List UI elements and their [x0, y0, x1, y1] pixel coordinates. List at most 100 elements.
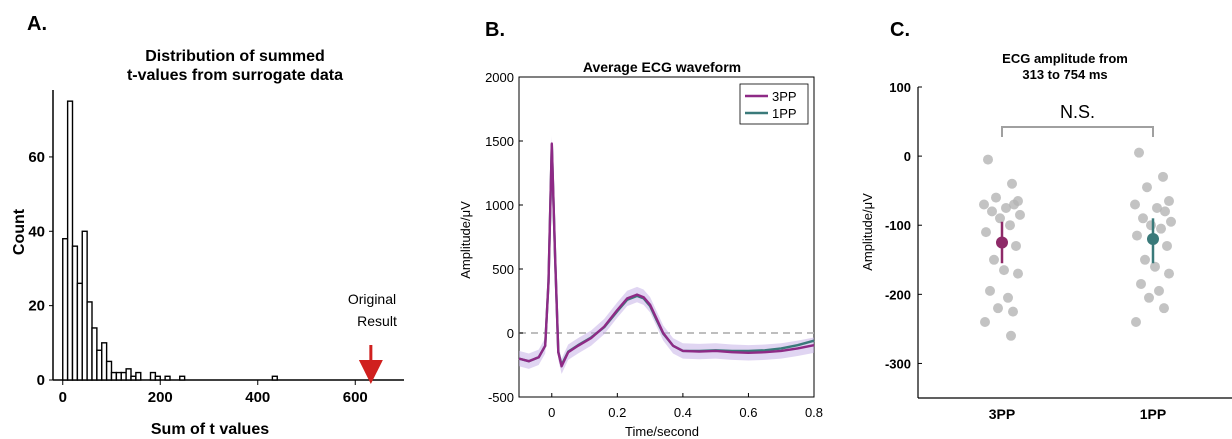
data-point-3PP — [1011, 240, 1021, 251]
panel-a-x-tick-label: 400 — [245, 389, 270, 406]
panel-b-x-tick-label: 0.8 — [805, 405, 823, 420]
histogram-bar — [135, 371, 142, 381]
legend-box — [739, 83, 809, 125]
histogram-bar — [164, 375, 171, 381]
panel-c: C. ECG amplitude from 313 to 754 ms -300… — [860, 19, 1232, 422]
panel-c-y-tick-label: 100 — [889, 80, 911, 95]
panel-c-y-tick-label: -100 — [885, 218, 911, 233]
panel-a-x-tick-label: 0 — [59, 389, 67, 406]
data-point-1PP — [1134, 147, 1144, 158]
histogram-bar — [130, 375, 137, 381]
data-point-1PP — [1132, 230, 1142, 241]
panel-c-plot-area: -300 -200 -100 0 100 3PP 1PP N.S. — [885, 80, 1232, 422]
histogram-bar — [66, 100, 74, 381]
panel-b-ylabel: Amplitude/μV — [458, 201, 473, 279]
data-point-3PP — [983, 154, 993, 165]
panel-b-x-tick-label: 0.4 — [674, 405, 692, 420]
mean-point-3PP — [996, 236, 1008, 249]
histogram-bar — [96, 349, 103, 381]
panel-a-label: A. — [27, 13, 47, 35]
histogram-bar — [125, 368, 132, 381]
data-point-3PP — [979, 199, 989, 210]
panel-a-y-tick-label: 0 — [37, 372, 45, 389]
category-label-1PP: 1PP — [1140, 406, 1166, 422]
panel-a-y-tick-label: 60 — [28, 149, 45, 166]
data-point-1PP — [1160, 206, 1170, 217]
data-point-1PP — [1166, 216, 1176, 227]
panel-a-xlabel: Sum of t values — [151, 421, 269, 438]
data-point-1PP — [1154, 285, 1164, 296]
data-point-1PP — [1158, 171, 1168, 182]
panel-b-xlabel: Time/second — [625, 424, 699, 439]
histogram-bar — [149, 371, 157, 381]
panel-c-title-line2: 313 to 754 ms — [1022, 67, 1107, 82]
histogram-bar — [179, 375, 186, 381]
panel-b-y-tick-label: 2000 — [485, 70, 514, 85]
panel-b-y-tick-label: -500 — [488, 390, 514, 405]
panel-b-x-tick-label: 0 — [548, 405, 555, 420]
significance-bracket — [1001, 126, 1154, 137]
data-point-3PP — [989, 254, 999, 265]
panel-c-y-tick-label: -200 — [885, 287, 911, 302]
data-point-1PP — [1140, 254, 1150, 265]
data-point-1PP — [1156, 223, 1166, 234]
panel-a-title-line2: t-values from surrogate data — [127, 67, 343, 84]
histogram-bar — [110, 371, 118, 381]
panel-a-plot-area: 0 200 400 600 0 20 40 60 — [28, 90, 404, 406]
data-point-1PP — [1164, 196, 1174, 207]
panel-a: A. Distribution of summed t-values from … — [11, 13, 404, 438]
data-point-1PP — [1130, 199, 1140, 210]
data-point-3PP — [1008, 306, 1018, 317]
histogram-bar — [62, 238, 69, 381]
data-point-1PP — [1144, 292, 1154, 303]
histogram-bar — [71, 245, 79, 381]
data-point-3PP — [987, 206, 997, 217]
histogram-bar — [86, 301, 93, 381]
data-point-1PP — [1142, 182, 1152, 193]
data-point-1PP — [1164, 268, 1174, 279]
panel-b-x-tick-label: 0.2 — [608, 405, 626, 420]
histogram-bar — [91, 327, 98, 381]
histogram-bar — [120, 371, 127, 381]
data-point-1PP — [1131, 316, 1141, 327]
category-label-3PP: 3PP — [989, 406, 1015, 422]
panel-b-y-tick-label: 0 — [507, 326, 514, 341]
panel-b-x-tick-label: 0.6 — [739, 405, 757, 420]
panel-c-y-tick-label: 0 — [904, 149, 911, 164]
panel-b-title: Average ECG waveform — [583, 59, 741, 75]
data-point-3PP — [1015, 209, 1025, 220]
data-point-1PP — [1150, 261, 1160, 272]
data-point-3PP — [1006, 330, 1016, 341]
data-point-1PP — [1136, 278, 1146, 289]
histogram-bar — [154, 375, 161, 381]
mean-point-1PP — [1147, 233, 1159, 246]
annotation-original-line1: Original — [348, 291, 396, 307]
panel-a-x-tick-label: 200 — [148, 389, 173, 406]
data-point-3PP — [991, 192, 1001, 203]
panel-c-ylabel: Amplitude/μV — [860, 193, 875, 271]
panel-b-y-tick-label: 500 — [492, 262, 514, 277]
panel-c-y-tick-label: -300 — [885, 356, 911, 371]
data-point-3PP — [1005, 220, 1015, 231]
data-point-3PP — [985, 285, 995, 296]
panel-b: B. Average ECG waveform 0 0.2 0.4 0.6 0.8 -50… — [458, 19, 823, 439]
significance-label: N.S. — [1060, 102, 1095, 122]
data-point-3PP — [999, 265, 1009, 276]
annotation-original-line2: Result — [357, 313, 397, 329]
histogram-bar — [81, 230, 88, 381]
panel-a-y-tick-label: 20 — [28, 298, 45, 315]
panel-a-ylabel: Count — [11, 208, 28, 255]
data-point-1PP — [1146, 220, 1156, 231]
panel-c-title-line1: ECG amplitude from — [1002, 51, 1128, 66]
panel-b-y-tick-label: 1000 — [485, 198, 514, 213]
panel-c-label: C. — [890, 19, 910, 41]
panel-b-label: B. — [485, 19, 505, 41]
histogram-bar — [76, 282, 83, 381]
data-point-3PP — [1007, 178, 1017, 189]
panel-a-x-tick-label: 600 — [343, 389, 368, 406]
legend-label-3PP: 3PP — [772, 89, 797, 104]
data-point-3PP — [1001, 202, 1011, 213]
histogram-bar — [271, 375, 278, 381]
panel-a-title-line1: Distribution of summed — [145, 48, 325, 65]
